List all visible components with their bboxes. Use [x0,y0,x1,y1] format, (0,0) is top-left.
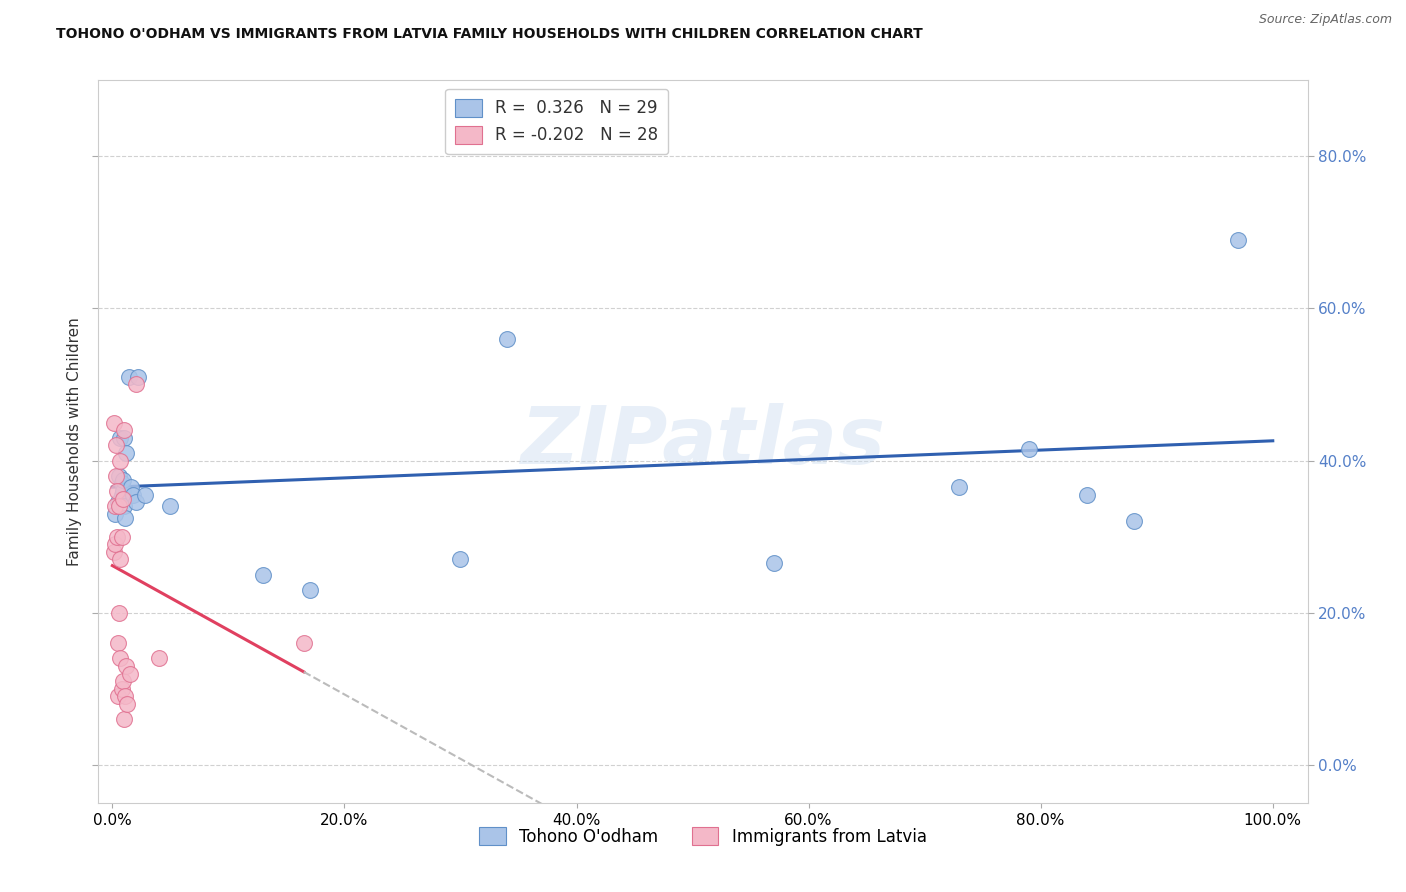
Point [110,431,132,445]
Point [127,370,149,384]
Point [105,483,128,498]
Text: TOHONO O'ODHAM VS IMMIGRANTS FROM LATVIA FAMILY HOUSEHOLDS WITH CHILDREN CORRELA: TOHONO O'ODHAM VS IMMIGRANTS FROM LATVIA… [56,27,922,41]
Point [108,468,131,483]
Point [252,567,274,582]
Point [105,530,128,544]
Point [107,690,129,704]
Point [117,697,139,711]
Point [111,491,134,506]
Point [159,499,181,513]
Point [292,636,315,650]
Point [111,530,134,544]
Point [110,453,132,467]
Point [110,651,132,665]
Point [104,468,127,483]
Text: ZIPatlas: ZIPatlas [520,402,886,481]
Point [111,476,134,491]
Point [112,712,135,726]
Point [104,537,127,551]
Point [124,495,146,509]
Point [111,674,134,689]
Point [118,666,141,681]
Point [115,659,138,673]
Point [103,545,125,559]
Point [948,480,970,494]
Point [104,507,127,521]
Point [134,488,156,502]
Point [114,510,136,524]
Point [111,473,134,487]
Point [104,499,127,513]
Point [112,431,135,445]
Point [111,681,134,696]
Point [112,499,135,513]
Legend: Tohono O'odham, Immigrants from Latvia: Tohono O'odham, Immigrants from Latvia [472,821,934,852]
Point [107,636,129,650]
Point [298,582,321,597]
Point [496,332,519,346]
Point [111,488,134,502]
Point [122,488,145,502]
Point [108,499,131,513]
Point [111,483,134,498]
Point [1076,488,1098,502]
Point [1226,233,1249,247]
Y-axis label: Family Households with Children: Family Households with Children [66,318,82,566]
Text: Source: ZipAtlas.com: Source: ZipAtlas.com [1258,13,1392,27]
Point [450,552,472,566]
Point [124,377,146,392]
Point [762,556,785,570]
Point [1018,442,1040,457]
Point [110,552,132,566]
Point [103,416,125,430]
Point [112,423,135,437]
Point [114,690,136,704]
Point [104,438,127,452]
Point [120,480,142,494]
Point [1122,515,1144,529]
Point [108,606,131,620]
Point [107,495,129,509]
Point [148,651,170,665]
Point [115,446,138,460]
Point [117,370,139,384]
